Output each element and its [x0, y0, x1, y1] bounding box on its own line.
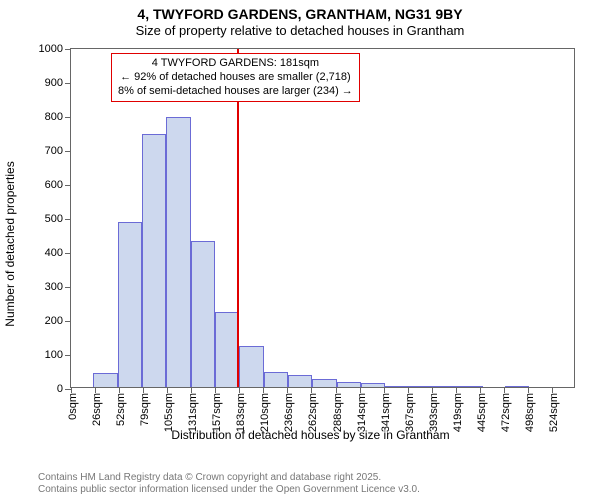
x-tick-label: 314sqm: [356, 393, 368, 432]
annotation-line: 4 TWYFORD GARDENS: 181sqm: [118, 57, 353, 71]
histogram-bar: [312, 379, 336, 388]
x-tick-label: 157sqm: [211, 393, 223, 432]
y-tick: [65, 185, 71, 186]
histogram-bar: [264, 372, 288, 387]
y-tick-label: 900: [45, 77, 63, 89]
y-tick-label: 500: [45, 213, 63, 225]
y-tick: [65, 355, 71, 356]
x-tick-label: 105sqm: [163, 393, 175, 432]
x-tick-label: 183sqm: [235, 393, 247, 432]
title-block: 4, TWYFORD GARDENS, GRANTHAM, NG31 9BY S…: [0, 0, 600, 38]
y-tick: [65, 49, 71, 50]
x-tick-label: 210sqm: [259, 393, 271, 432]
page-subtitle: Size of property relative to detached ho…: [0, 23, 600, 38]
y-tick-label: 300: [45, 281, 63, 293]
histogram-bar: [410, 386, 434, 387]
x-tick-label: 498sqm: [524, 393, 536, 432]
chart-container: Number of detached properties 0100200300…: [38, 48, 583, 440]
histogram-bar: [118, 222, 142, 387]
annotation-callout: 4 TWYFORD GARDENS: 181sqm← 92% of detach…: [111, 53, 360, 102]
x-tick-label: 445sqm: [476, 393, 488, 432]
y-tick: [65, 151, 71, 152]
footer-line-2: Contains public sector information licen…: [38, 484, 420, 496]
footer-attribution: Contains HM Land Registry data © Crown c…: [38, 472, 420, 496]
annotation-line: 8% of semi-detached houses are larger (2…: [118, 85, 353, 99]
histogram-bar: [361, 383, 385, 387]
y-tick: [65, 253, 71, 254]
x-tick-label: 288sqm: [332, 393, 344, 432]
x-tick-label: 52sqm: [115, 393, 127, 426]
x-tick-label: 79sqm: [139, 393, 151, 426]
histogram-bar: [93, 373, 117, 387]
histogram-bar: [434, 386, 458, 387]
y-tick-label: 200: [45, 315, 63, 327]
x-tick-label: 262sqm: [307, 393, 319, 432]
histogram-bar: [505, 386, 529, 387]
x-tick-label: 393sqm: [428, 393, 440, 432]
histogram-bar: [288, 375, 312, 387]
histogram-bar: [239, 346, 263, 387]
y-tick: [65, 117, 71, 118]
x-axis-label: Distribution of detached houses by size …: [171, 428, 449, 442]
histogram-bar: [215, 312, 239, 387]
y-tick-label: 800: [45, 111, 63, 123]
y-tick: [65, 321, 71, 322]
y-axis-label: Number of detached properties: [3, 161, 17, 326]
histogram-bar: [166, 117, 190, 387]
histogram-bar: [142, 134, 166, 387]
annotation-line: ← 92% of detached houses are smaller (2,…: [118, 71, 353, 85]
histogram-bar: [385, 386, 409, 387]
x-tick-label: 131sqm: [187, 393, 199, 432]
page-title: 4, TWYFORD GARDENS, GRANTHAM, NG31 9BY: [0, 6, 600, 22]
y-tick-label: 700: [45, 145, 63, 157]
x-tick-label: 26sqm: [91, 393, 103, 426]
histogram-bar: [337, 382, 361, 387]
x-tick-label: 341sqm: [380, 393, 392, 432]
footer-line-1: Contains HM Land Registry data © Crown c…: [38, 472, 420, 484]
x-tick-label: 419sqm: [452, 393, 464, 432]
x-tick-label: 236sqm: [283, 393, 295, 432]
x-tick-label: 524sqm: [548, 393, 560, 432]
y-tick: [65, 83, 71, 84]
y-tick-label: 0: [57, 383, 63, 395]
x-tick-label: 0sqm: [67, 393, 79, 420]
x-tick-label: 367sqm: [404, 393, 416, 432]
y-tick-label: 600: [45, 179, 63, 191]
y-tick: [65, 219, 71, 220]
plot-area: 010020030040050060070080090010000sqm26sq…: [70, 48, 575, 388]
y-tick-label: 400: [45, 247, 63, 259]
y-tick: [65, 287, 71, 288]
y-tick-label: 1000: [39, 43, 63, 55]
histogram-bar: [191, 241, 215, 387]
x-tick-label: 472sqm: [500, 393, 512, 432]
y-tick-label: 100: [45, 349, 63, 361]
